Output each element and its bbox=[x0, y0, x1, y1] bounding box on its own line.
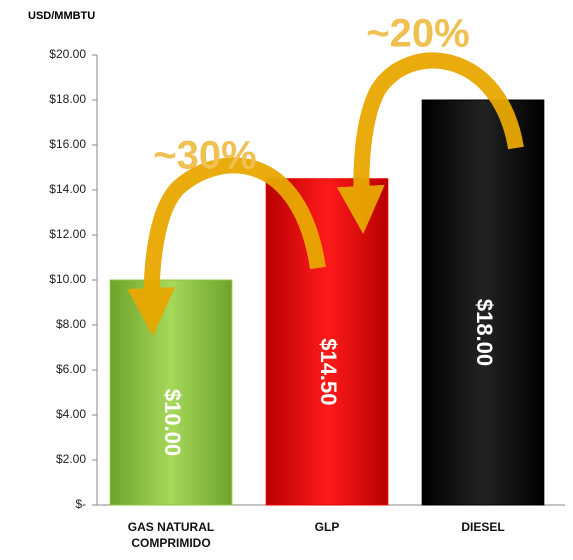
y-tick-label: $8.00 bbox=[56, 317, 86, 331]
x-tick-label: GLP bbox=[314, 520, 340, 534]
x-tick-label: DIESEL bbox=[461, 520, 505, 534]
y-tick-label: $14.00 bbox=[49, 182, 86, 196]
annotation: ~30% bbox=[153, 134, 256, 178]
arrow bbox=[336, 52, 524, 234]
y-tick-label: $6.00 bbox=[56, 362, 86, 376]
y-tick-label: $10.00 bbox=[49, 272, 86, 286]
y-tick-label: $18.00 bbox=[49, 92, 86, 106]
y-tick-label: $- bbox=[75, 497, 86, 511]
x-tick-label: GAS NATURAL COMPRIMIDO bbox=[127, 520, 215, 550]
data-label: $18.00 bbox=[472, 299, 497, 366]
data-label: $14.50 bbox=[316, 338, 341, 405]
y-tick-label: $20.00 bbox=[49, 47, 86, 61]
y-tick-label: $12.00 bbox=[49, 227, 86, 241]
y-axis-title: USD/MMBTU bbox=[28, 10, 95, 22]
y-tick-label: $16.00 bbox=[49, 137, 86, 151]
y-tick-label: $2.00 bbox=[56, 452, 86, 466]
data-label: $10.00 bbox=[160, 389, 185, 456]
arrow bbox=[127, 157, 326, 336]
y-tick-label: $4.00 bbox=[56, 407, 86, 421]
annotation: ~20% bbox=[366, 12, 469, 56]
bar bbox=[421, 99, 545, 506]
